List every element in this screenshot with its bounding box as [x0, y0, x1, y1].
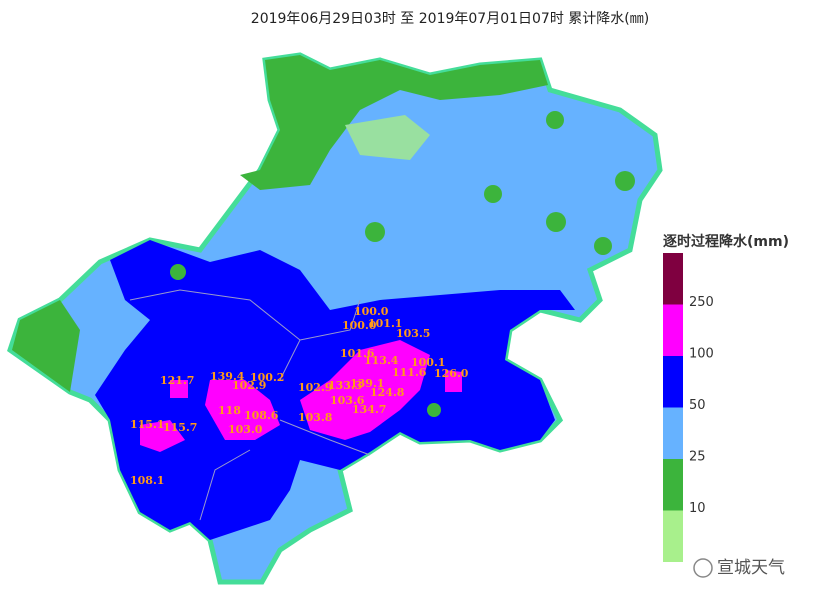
station-label: 121.7 [160, 374, 194, 387]
station-label: 103.6 [330, 394, 365, 407]
station-label: 111.6 [392, 366, 427, 379]
legend-swatch [663, 356, 683, 408]
station-label: 100.0 [342, 319, 377, 332]
station-label: 115.7 [163, 421, 197, 434]
station-label: 102.9 [232, 379, 266, 392]
station-label: 124.8 [370, 386, 405, 399]
station-label: 108.6 [244, 409, 279, 422]
legend-tick-label: 25 [689, 450, 706, 465]
station-label: 108.1 [130, 474, 164, 487]
station-label: 139.4 [210, 370, 245, 383]
station-label: 100.2 [250, 371, 284, 384]
station-label: 100.0 [354, 305, 389, 318]
watermark-icon [693, 558, 713, 578]
station-label: 103.8 [298, 411, 333, 424]
station-label: 113.4 [364, 354, 399, 367]
station-label: 126.0 [434, 367, 469, 380]
station-label: 103.5 [396, 327, 430, 340]
legend-swatch [663, 304, 683, 356]
station-label: 134.7 [352, 403, 386, 416]
legend-tick-label: 10 [689, 501, 706, 516]
map-title: 2019年06月29日03时 至 2019年07月01日07时 累计降水(㎜) [251, 11, 649, 27]
legend-swatch [663, 459, 683, 511]
station-label: 115.1 [130, 418, 164, 431]
legend-swatch [663, 510, 683, 562]
legend-tick-label: 250 [689, 295, 714, 310]
station-label: 103.0 [228, 423, 263, 436]
station-label: 102.9 [298, 381, 332, 394]
legend-title: 逐时过程降水(mm) [663, 233, 789, 250]
legend-tick-label: 100 [689, 347, 714, 362]
legend-swatch [663, 253, 683, 305]
station-label: 101.1 [368, 317, 402, 330]
legend: 250 100 50 25 10 [663, 253, 714, 562]
station-label: 100.1 [411, 356, 445, 369]
station-label: 133.3 [328, 379, 362, 392]
station-label: 101.6 [340, 347, 375, 360]
watermark: 宣城天气 [717, 558, 785, 578]
station-label: 139.1 [350, 377, 384, 390]
map-regions [7, 52, 663, 585]
legend-swatch [663, 407, 683, 459]
legend-tick-label: 50 [689, 398, 706, 413]
station-labels: 100.0 100.0 101.1 103.5 101.6 113.4 100.… [130, 305, 469, 487]
station-label: 118 [218, 404, 241, 417]
